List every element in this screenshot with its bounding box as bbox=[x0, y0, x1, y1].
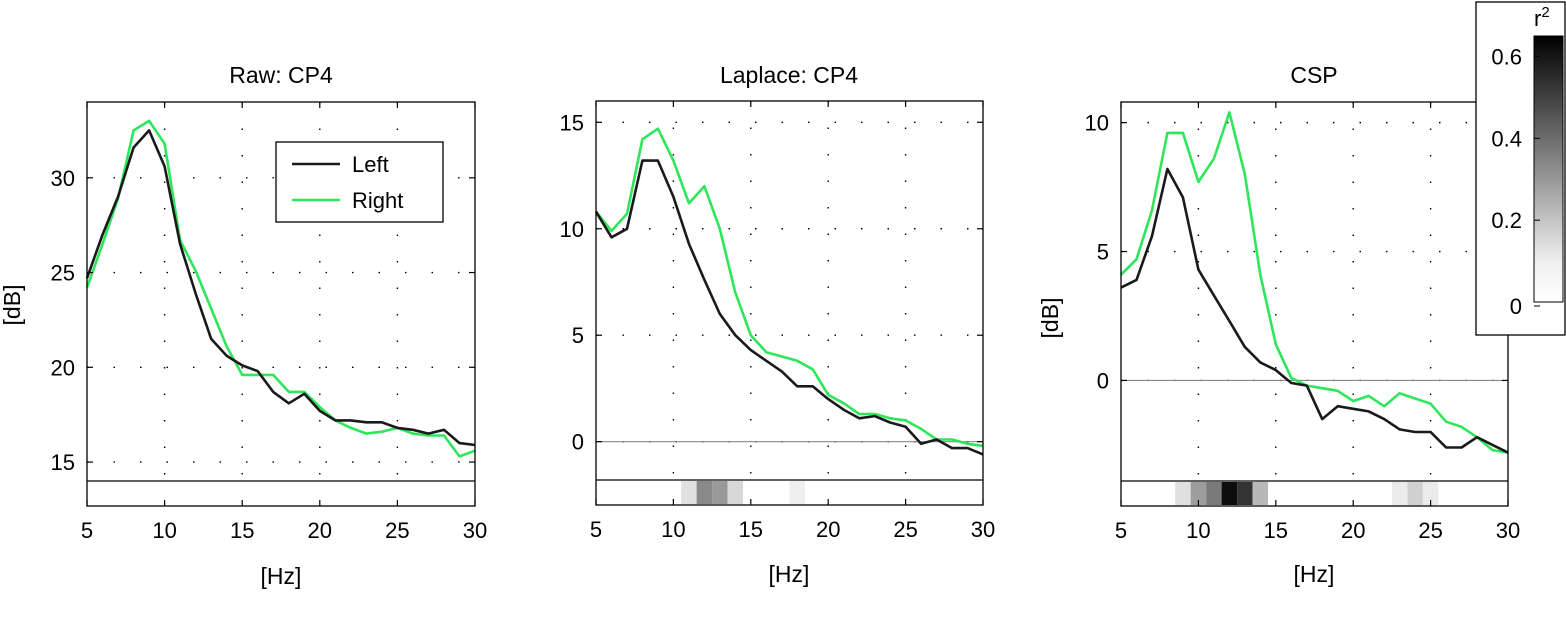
x-tick-label: 30 bbox=[971, 517, 995, 542]
y-tick-label: 20 bbox=[51, 355, 75, 380]
x-tick-label: 10 bbox=[661, 517, 685, 542]
y-tick-label: 5 bbox=[1097, 240, 1109, 265]
r2-cell bbox=[1206, 482, 1222, 505]
panel-laplace-cp4: Laplace: CP4 [Hz] 5 10 15 20 25 30 0 5 10 15 bbox=[560, 62, 996, 587]
r2-cell bbox=[1391, 482, 1408, 505]
series-line-right bbox=[1120, 111, 1509, 454]
colorbar-title: r2 bbox=[1534, 4, 1550, 31]
x-tick-label: 5 bbox=[81, 518, 93, 543]
series-line-left bbox=[85, 129, 476, 447]
x-tick-label: 5 bbox=[1115, 518, 1127, 543]
x-tick-label: 20 bbox=[1341, 518, 1365, 543]
axes-frame bbox=[595, 100, 984, 506]
y-tick-label: 10 bbox=[1085, 111, 1109, 136]
x-tick-label: 15 bbox=[230, 518, 254, 543]
colorbar: r2 0 0.2 0.4 0.6 bbox=[1475, 1, 1566, 336]
x-tick-label: 25 bbox=[385, 518, 409, 543]
x-tick-label: 10 bbox=[152, 518, 176, 543]
y-tick-label: 0 bbox=[572, 430, 584, 455]
x-axis-label: [Hz] bbox=[261, 563, 302, 589]
r2-cell bbox=[1175, 482, 1191, 505]
x-tick-label: 10 bbox=[1186, 518, 1210, 543]
r2-cell bbox=[681, 481, 697, 504]
y-tick-label: 0 bbox=[1097, 368, 1109, 393]
x-tick-label: 15 bbox=[739, 517, 763, 542]
r2-cell bbox=[1422, 482, 1439, 505]
axes-frame bbox=[86, 101, 476, 507]
legend: Left Right bbox=[275, 141, 444, 223]
x-tick-label: 20 bbox=[816, 517, 840, 542]
colorbar-tick-label: 0.2 bbox=[1491, 208, 1522, 233]
r2-cell bbox=[1190, 482, 1207, 505]
x-tick-label: 20 bbox=[308, 518, 332, 543]
panel-title: Raw: CP4 bbox=[229, 62, 333, 88]
panel-title: CSP bbox=[1290, 62, 1337, 88]
y-tick-label: 15 bbox=[560, 110, 584, 135]
x-axis-label: [Hz] bbox=[1294, 561, 1335, 587]
r2-cell bbox=[1407, 482, 1423, 505]
y-tick-label: 15 bbox=[51, 450, 75, 475]
y-axis-label: [dB] bbox=[0, 285, 25, 326]
r2-cell bbox=[1237, 482, 1253, 505]
x-tick-label: 5 bbox=[590, 517, 602, 542]
panel-title: Laplace: CP4 bbox=[720, 62, 858, 88]
r2-cell bbox=[712, 481, 728, 504]
panel-csp: CSP [dB] [Hz] 5 10 15 20 25 30 0 5 10 bbox=[1037, 62, 1520, 587]
colorbar-tick-label: 0.4 bbox=[1491, 126, 1522, 151]
x-tick-label: 15 bbox=[1264, 518, 1288, 543]
series-line-right bbox=[594, 127, 984, 448]
x-tick-label: 30 bbox=[1496, 518, 1520, 543]
series-line-left bbox=[594, 159, 984, 456]
r2-cell bbox=[1221, 482, 1238, 505]
r2-cell bbox=[696, 481, 713, 504]
x-tick-label: 25 bbox=[1418, 518, 1442, 543]
y-tick-label: 10 bbox=[560, 217, 584, 242]
colorbar-tick-label: 0.6 bbox=[1491, 44, 1522, 69]
r2-cell bbox=[789, 481, 805, 504]
legend-label-right: Right bbox=[352, 188, 403, 213]
colorbar-tick-label: 0 bbox=[1510, 294, 1522, 319]
x-axis-label: [Hz] bbox=[769, 561, 810, 587]
r2-cell bbox=[727, 481, 744, 504]
legend-box bbox=[275, 141, 444, 223]
r2-cell bbox=[1252, 482, 1269, 505]
panel-raw-cp4: Raw: CP4 [dB] [Hz] 5 10 15 20 25 30 15 20 25 30 L… bbox=[0, 62, 487, 589]
colorbar-gradient bbox=[1533, 35, 1564, 303]
y-tick-label: 5 bbox=[572, 323, 584, 348]
y-tick-label: 25 bbox=[51, 261, 75, 286]
series-line-left bbox=[1120, 167, 1509, 454]
x-tick-label: 25 bbox=[893, 517, 917, 542]
y-axis-label: [dB] bbox=[1037, 298, 1063, 339]
legend-label-left: Left bbox=[352, 152, 389, 177]
axes-frame bbox=[1120, 101, 1509, 507]
y-tick-label: 30 bbox=[51, 166, 75, 191]
series-line-right bbox=[85, 119, 476, 458]
x-tick-label: 30 bbox=[463, 518, 487, 543]
